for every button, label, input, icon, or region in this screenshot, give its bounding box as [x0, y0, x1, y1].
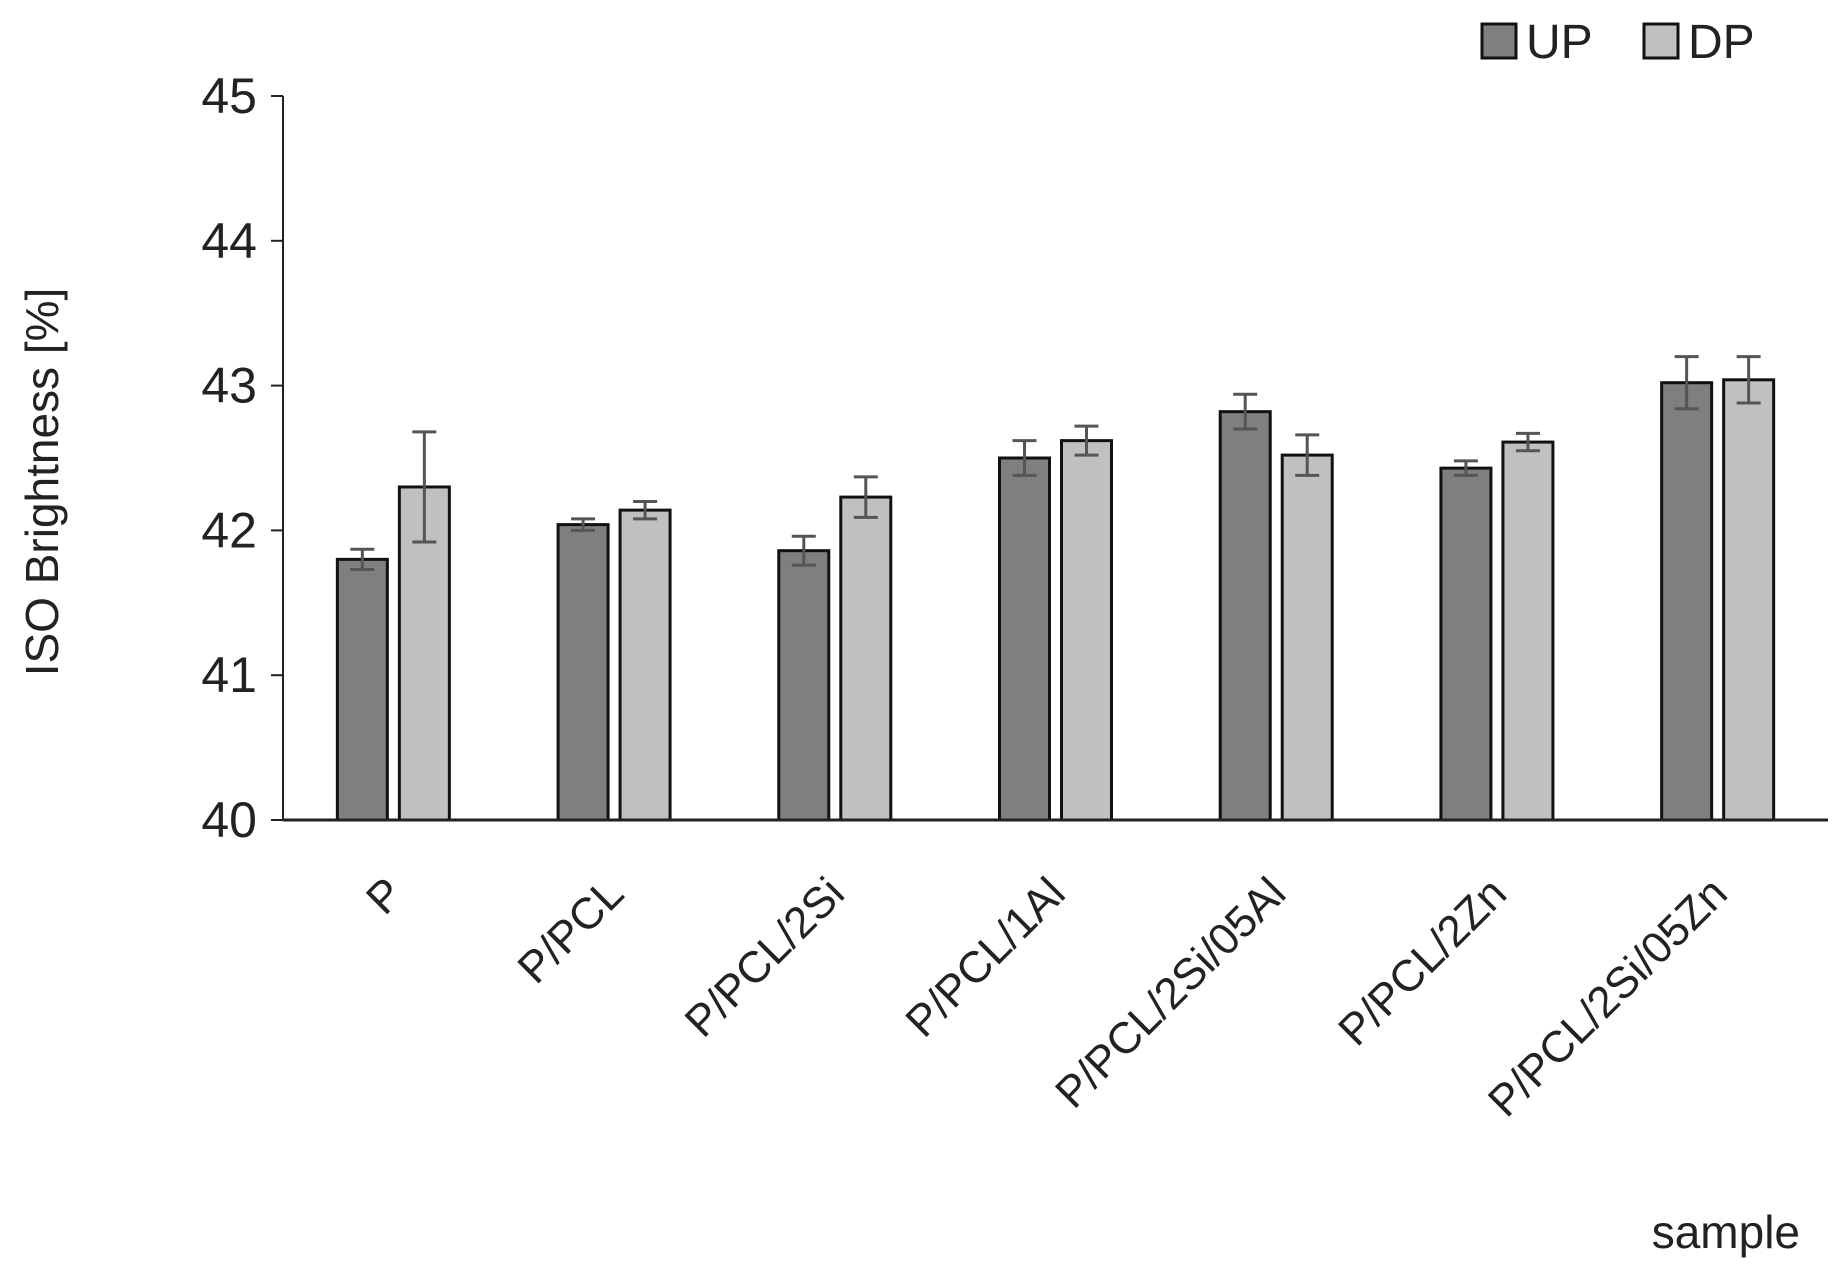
bar-dp: [1280, 453, 1334, 822]
x-category-label: P/PCL: [509, 868, 634, 993]
x-category-label: P/PCL/2Zn: [1329, 868, 1516, 1055]
legend-swatch-dp: [1642, 22, 1680, 60]
x-category-label: P/PCL/2Si: [676, 868, 854, 1046]
y-tick-label: 41: [201, 647, 257, 703]
error-bar: [1012, 439, 1037, 477]
y-tick-label: 40: [201, 792, 257, 848]
error-bar: [571, 517, 596, 532]
legend: UP DP: [1480, 16, 1755, 69]
legend-swatch-up: [1480, 22, 1518, 60]
x-category-label: P/PCL/2Si/05Al: [1046, 868, 1295, 1117]
bar-dp: [1060, 439, 1113, 822]
legend-item: DP: [1642, 16, 1755, 69]
bar-up: [1218, 410, 1272, 822]
bar-up: [1660, 381, 1714, 822]
y-tick-label: 42: [201, 502, 257, 558]
legend-label: UP: [1526, 16, 1593, 69]
bar-dp: [839, 495, 893, 822]
legend-label: DP: [1688, 16, 1755, 69]
error-bar: [853, 475, 878, 519]
bar-up: [335, 557, 389, 822]
bar-up: [1439, 466, 1493, 822]
error-bar: [791, 534, 816, 567]
bar-dp: [1722, 378, 1776, 822]
error-bar: [1674, 355, 1699, 411]
y-tick-label: 45: [201, 68, 257, 124]
plot-area: [335, 355, 1776, 822]
x-category-label: P/PCL/2Si/05Zn: [1479, 868, 1737, 1126]
y-tick-label: 44: [201, 213, 257, 269]
bar-up: [777, 549, 831, 822]
y-axis-title: ISO Brightness [%]: [16, 288, 68, 677]
error-bar: [350, 547, 375, 571]
x-axis-title: sample: [1652, 1206, 1800, 1258]
bar-dp: [618, 508, 672, 822]
x-category-label: P/PCL/1Al: [896, 868, 1074, 1046]
bar-dp: [1501, 440, 1555, 822]
error-bar: [633, 499, 658, 521]
bar-up: [998, 456, 1051, 822]
error-bar: [1515, 431, 1540, 453]
x-category-label: P: [357, 868, 412, 923]
error-bar: [1453, 459, 1478, 477]
legend-item: UP: [1480, 16, 1593, 69]
bar-up: [556, 523, 610, 822]
error-bar: [1736, 355, 1761, 405]
y-tick-label: 43: [201, 358, 257, 414]
error-bar: [412, 430, 437, 544]
error-bar: [1233, 392, 1258, 431]
error-bar: [1074, 424, 1099, 457]
error-bar: [1295, 433, 1320, 477]
